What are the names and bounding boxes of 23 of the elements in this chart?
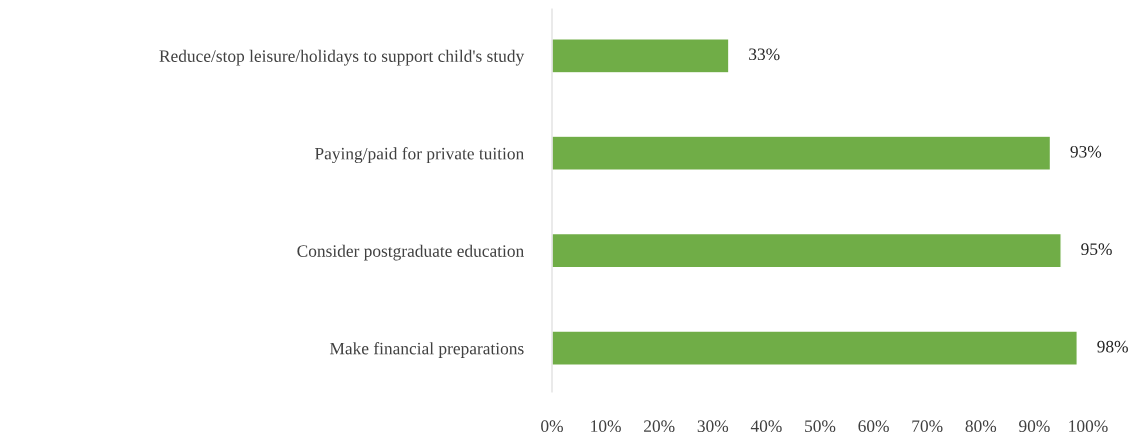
y-tick-label: Reduce/stop leisure/holidays to support child's study (159, 49, 525, 66)
x-tick-label: 0% (541, 420, 563, 433)
bar (552, 232, 1062, 269)
x-tick-label: 50% (805, 420, 836, 433)
y-tick-label: Consider postgraduate education (297, 244, 524, 261)
x-tick-label: 10% (591, 420, 621, 433)
x-tick-label: 90% (1019, 420, 1050, 433)
y-tick-label: Paying/paid for private tuition (314, 147, 524, 164)
x-tick-label: 60% (858, 420, 889, 433)
x-tick-label: 20% (644, 420, 675, 433)
x-tick-label: 80% (965, 420, 997, 433)
data-label: 95% (1081, 243, 1112, 256)
bar (552, 38, 730, 74)
x-tick-label: 40% (750, 420, 782, 433)
bar (552, 330, 1078, 366)
x-tick-label: 30% (697, 420, 729, 433)
y-tick-label: Make financial preparations (329, 342, 524, 358)
x-tick-label: 100% (1069, 420, 1108, 433)
x-tick-label: 70% (912, 420, 943, 433)
data-label: 98% (1097, 340, 1128, 353)
data-label: 33% (749, 48, 780, 61)
bar (552, 135, 1052, 171)
data-label: 93% (1070, 145, 1102, 158)
